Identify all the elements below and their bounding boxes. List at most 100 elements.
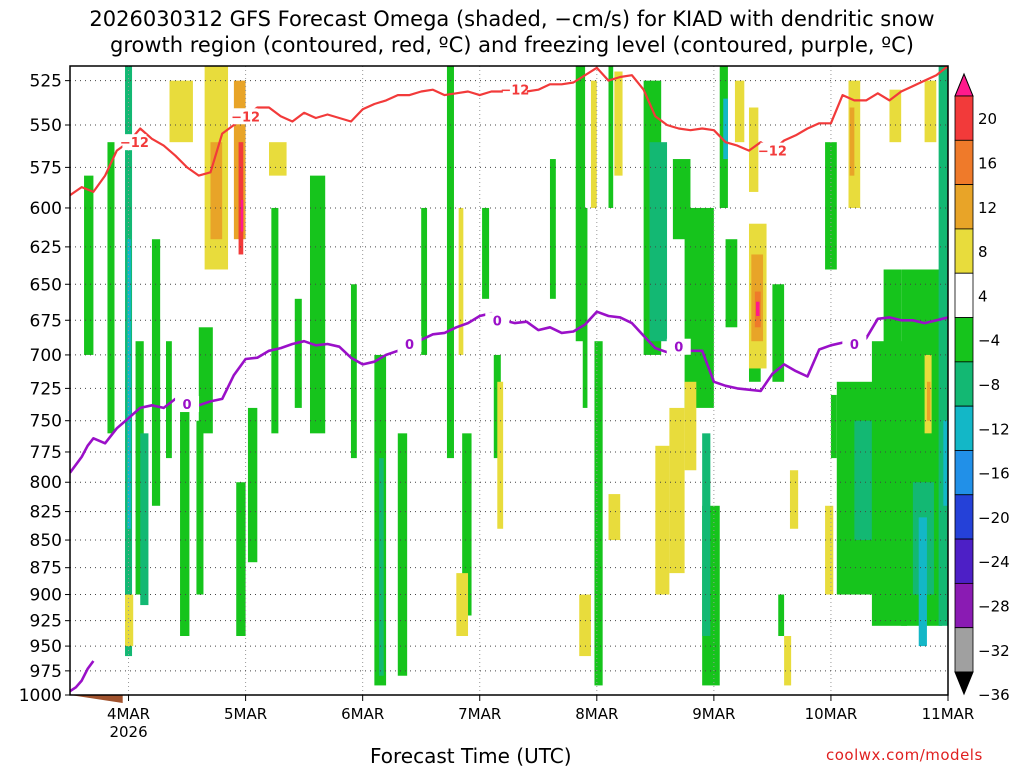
colorbar: 20 16 12 8 4 −4 −8 −12 −16 −20 −24 −28 −32 −36 xyxy=(954,72,1010,704)
y-tick-label: 950 xyxy=(30,637,62,657)
omega-cell xyxy=(135,341,144,595)
omega-cell xyxy=(549,159,556,299)
dgz-contour-label: −12 xyxy=(500,84,529,99)
terrain-ramp xyxy=(70,695,123,703)
freezing-contour-label-bg xyxy=(842,335,867,352)
omega-cell xyxy=(608,66,614,208)
omega-cell xyxy=(169,80,193,143)
colorbar-tick-label: −24 xyxy=(978,553,1010,571)
colorbar-tick-label: −20 xyxy=(978,509,1010,527)
omega-cell xyxy=(247,407,258,563)
colorbar-tick-label: −8 xyxy=(978,376,1000,394)
freezing-contour-label: 0 xyxy=(674,341,683,356)
colorbar-tick-label: 12 xyxy=(978,199,997,217)
x-tick-label: 7MAR xyxy=(458,705,501,723)
omega-cell xyxy=(684,207,714,408)
freezing-level-surface-contour xyxy=(70,660,95,693)
omega-cell xyxy=(830,394,837,459)
colorbar-bin xyxy=(954,627,974,673)
freezing-contour-label: 0 xyxy=(850,338,859,353)
omega-cell xyxy=(594,341,603,686)
colorbar-tick-label: −16 xyxy=(978,465,1010,483)
colorbar-tick-label: 4 xyxy=(978,287,988,305)
omega-cell xyxy=(458,207,464,355)
omega-cell xyxy=(575,66,586,342)
omega-cell xyxy=(582,207,588,408)
omega-cell xyxy=(180,407,190,637)
y-tick-label: 550 xyxy=(30,116,62,136)
omega-cell xyxy=(723,98,728,160)
y-tick-label: 650 xyxy=(30,275,62,295)
omega-cell xyxy=(883,269,902,355)
y-tick-label: 675 xyxy=(30,311,62,331)
y-tick-label: 625 xyxy=(30,238,62,258)
omega-cell xyxy=(889,89,902,143)
omega-cell xyxy=(482,207,490,299)
omega-cell xyxy=(943,420,948,506)
omega-cell xyxy=(309,175,326,434)
dgz-contour-label-bg xyxy=(760,142,785,159)
y-tick-label: 875 xyxy=(30,559,62,579)
omega-cell xyxy=(825,505,834,595)
freezing-contour-label: 0 xyxy=(405,338,414,353)
omega-cell xyxy=(789,470,799,529)
omega-cell xyxy=(926,381,931,421)
y-tick-label: 975 xyxy=(30,662,62,682)
chart-title-line-2: growth region (contoured, red, ºC) and f… xyxy=(110,33,914,57)
colorbar-bin xyxy=(954,361,974,407)
omega-cell xyxy=(825,142,837,270)
omega-cell xyxy=(350,284,357,459)
y-tick-label: 725 xyxy=(30,379,62,399)
y-tick-label: 925 xyxy=(30,612,62,632)
colorbar-bin xyxy=(954,95,974,141)
omega-cell xyxy=(210,142,223,240)
omega-cell xyxy=(456,573,469,637)
freezing-contour-label-bg xyxy=(485,312,510,329)
freezing-contour-label: 0 xyxy=(183,398,192,413)
omega-cell xyxy=(725,239,738,328)
freezing-contour-label: 0 xyxy=(493,314,502,329)
y-tick-label: 575 xyxy=(30,158,62,178)
omega-cell xyxy=(649,142,668,342)
colorbar-tick-label: −12 xyxy=(978,420,1010,438)
colorbar-bin xyxy=(954,405,974,451)
y-tick-label: 775 xyxy=(30,443,62,463)
y-tick-label: 1000 xyxy=(19,686,62,706)
omega-cell xyxy=(397,433,408,676)
y-tick-label: 900 xyxy=(30,586,62,606)
omega-cell xyxy=(421,207,428,355)
dgz-contour-label: −12 xyxy=(120,136,149,151)
omega-cell xyxy=(655,445,670,595)
omega-cell xyxy=(938,66,948,626)
colorbar-bin xyxy=(954,317,974,363)
colorbar-bin xyxy=(954,450,974,496)
omega-cell xyxy=(462,433,472,616)
omega-cell xyxy=(849,107,855,176)
omega-cell xyxy=(196,420,204,595)
omega-cell xyxy=(854,420,872,541)
omega-cell xyxy=(107,142,115,434)
omega-cell xyxy=(684,381,697,471)
omega-cell xyxy=(918,517,927,647)
freezing-contour-label-bg xyxy=(175,396,200,413)
freezing-contour-label-bg xyxy=(666,338,691,355)
y-tick-label: 700 xyxy=(30,346,62,366)
omega-cell xyxy=(165,341,172,459)
y-tick-label: 800 xyxy=(30,473,62,493)
omega-cell xyxy=(379,458,384,676)
omega-cell xyxy=(784,636,792,686)
omega-cell xyxy=(579,594,591,657)
x-tick-label: 5MAR xyxy=(224,705,267,723)
dgz-contour-label-bg xyxy=(233,108,258,125)
omega-cell xyxy=(614,71,623,176)
x-tick-label: 10MAR xyxy=(805,705,858,723)
dgz-contour-label: −12 xyxy=(231,110,260,125)
omega-cell xyxy=(269,142,287,176)
colorbar-bin xyxy=(954,184,974,230)
x-year-label: 2026 xyxy=(109,723,147,741)
omega-cell xyxy=(271,207,279,434)
colorbar-bin xyxy=(954,538,974,584)
x-tick-label: 8MAR xyxy=(575,705,618,723)
colorbar-tick-label: −4 xyxy=(978,332,1000,350)
